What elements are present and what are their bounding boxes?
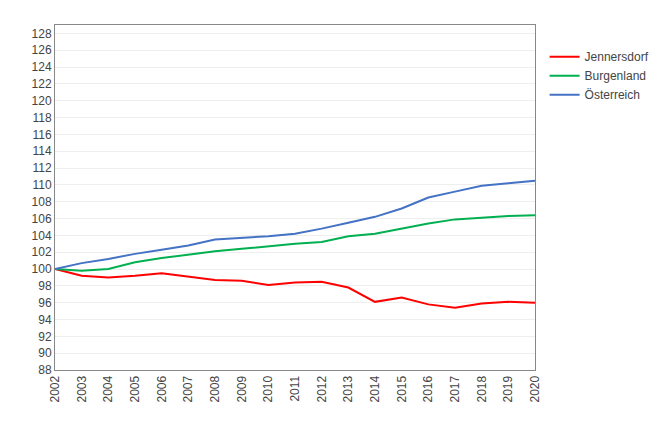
svg-text:2008: 2008: [208, 375, 222, 402]
svg-text:2002: 2002: [48, 375, 62, 402]
svg-text:2003: 2003: [75, 375, 89, 402]
svg-text:2014: 2014: [368, 375, 382, 402]
svg-text:122: 122: [32, 77, 52, 91]
svg-text:2007: 2007: [181, 375, 195, 402]
svg-text:94: 94: [38, 313, 52, 327]
svg-text:106: 106: [32, 212, 52, 226]
svg-text:2011: 2011: [288, 375, 302, 401]
svg-text:98: 98: [38, 279, 52, 293]
svg-text:2010: 2010: [261, 375, 275, 402]
svg-text:2013: 2013: [341, 375, 355, 402]
svg-text:102: 102: [32, 245, 52, 259]
svg-text:124: 124: [32, 60, 52, 74]
svg-text:2009: 2009: [235, 375, 249, 402]
svg-text:104: 104: [32, 229, 52, 243]
svg-text:Österreich: Österreich: [585, 88, 640, 102]
svg-text:120: 120: [32, 94, 52, 108]
svg-text:112: 112: [32, 161, 51, 175]
svg-text:2004: 2004: [101, 375, 115, 402]
svg-text:2016: 2016: [421, 375, 435, 402]
svg-text:2012: 2012: [315, 375, 329, 402]
svg-text:2006: 2006: [155, 375, 169, 402]
svg-text:110: 110: [32, 178, 51, 192]
svg-text:90: 90: [38, 346, 52, 360]
svg-text:88: 88: [38, 363, 52, 377]
svg-text:2017: 2017: [448, 375, 462, 402]
svg-text:128: 128: [32, 27, 52, 41]
svg-text:100: 100: [32, 262, 52, 276]
svg-text:2015: 2015: [395, 375, 409, 402]
svg-text:Burgenland: Burgenland: [585, 69, 646, 83]
svg-text:118: 118: [32, 111, 51, 125]
svg-text:108: 108: [32, 195, 52, 209]
svg-text:116: 116: [32, 128, 51, 142]
svg-text:126: 126: [32, 43, 52, 57]
svg-text:2005: 2005: [128, 375, 142, 402]
svg-text:96: 96: [38, 296, 52, 310]
svg-text:2019: 2019: [501, 375, 515, 402]
svg-text:2018: 2018: [475, 375, 489, 402]
svg-text:92: 92: [38, 330, 52, 344]
svg-text:2020: 2020: [528, 375, 542, 402]
svg-text:Jennersdorf: Jennersdorf: [585, 50, 649, 64]
svg-text:114: 114: [32, 144, 51, 158]
